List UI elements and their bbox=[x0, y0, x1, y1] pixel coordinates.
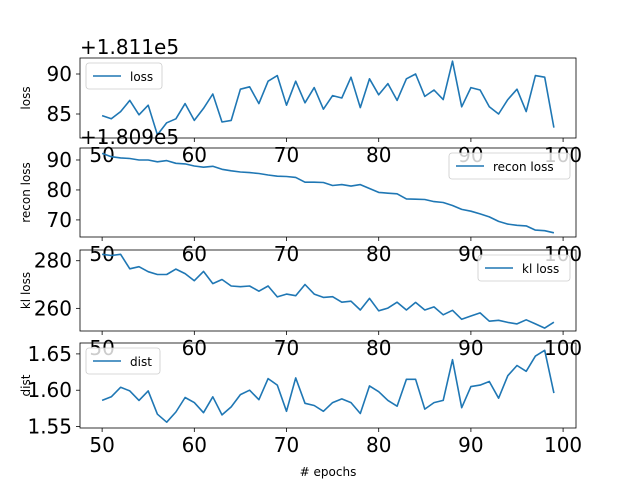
x-tick-label: 60 bbox=[182, 336, 207, 360]
y-tick-label: 1.65 bbox=[27, 342, 72, 366]
x-tick-label: 60 bbox=[182, 242, 207, 266]
y-tick-label: 70 bbox=[47, 208, 72, 232]
legend-label: dist bbox=[130, 355, 152, 369]
y-tick-label: 85 bbox=[47, 102, 72, 126]
legend-label: recon loss bbox=[493, 160, 554, 174]
legend-box bbox=[85, 347, 161, 375]
axes-frame bbox=[79, 342, 577, 429]
y-tick-label: 1.55 bbox=[27, 415, 72, 439]
legend-box bbox=[448, 152, 571, 180]
x-tick-label: 80 bbox=[366, 433, 391, 457]
offset-label: +1.811e5 bbox=[80, 35, 179, 59]
x-axis-label: # epochs bbox=[300, 465, 357, 479]
x-tick-label: 90 bbox=[458, 336, 483, 360]
subplot-4: 50 60 70 80 90 100 1.55 1.60 1.65 dist dist # epoch… bbox=[19, 342, 582, 479]
x-tick-label: 50 bbox=[89, 143, 114, 167]
series-line-dist bbox=[101, 349, 555, 424]
y-axis-label: dist bbox=[19, 374, 33, 396]
x-tick-label: 70 bbox=[274, 433, 299, 457]
y-tick-label: 260 bbox=[34, 296, 72, 320]
y-axis-label: recon loss bbox=[19, 162, 33, 223]
x-tick-label: 50 bbox=[89, 433, 114, 457]
series-line-kl-loss bbox=[101, 253, 555, 329]
x-tick-label: 80 bbox=[366, 242, 391, 266]
x-tick-label: 90 bbox=[458, 433, 483, 457]
axes-frame bbox=[79, 147, 577, 238]
y-axis-label: loss bbox=[19, 86, 33, 109]
x-tick-label: 100 bbox=[544, 433, 582, 457]
axes-frame bbox=[79, 57, 577, 139]
x-tick-label: 80 bbox=[366, 143, 391, 167]
series-line-loss bbox=[101, 60, 555, 136]
legend-box bbox=[85, 62, 163, 90]
x-tick-label: 50 bbox=[89, 242, 114, 266]
x-tick-label: 70 bbox=[274, 336, 299, 360]
x-tick-label: 100 bbox=[544, 336, 582, 360]
x-tick-label: 60 bbox=[182, 143, 207, 167]
axes-frame bbox=[79, 249, 577, 332]
y-axis-label: kl loss bbox=[19, 272, 33, 309]
offset-label: +1.809e5 bbox=[80, 125, 179, 149]
legend-label: kl loss bbox=[522, 262, 559, 276]
y-tick-label: 1.60 bbox=[27, 378, 72, 402]
legend-label: loss bbox=[130, 70, 153, 84]
y-tick-label: 80 bbox=[47, 178, 72, 202]
x-tick-label: 60 bbox=[182, 433, 207, 457]
y-tick-label: 90 bbox=[47, 148, 72, 172]
x-tick-label: 70 bbox=[274, 143, 299, 167]
x-tick-label: 70 bbox=[274, 242, 299, 266]
x-tick-label: 80 bbox=[366, 336, 391, 360]
y-tick-label: 90 bbox=[47, 62, 72, 86]
series-line-recon-loss bbox=[101, 152, 555, 234]
legend-box bbox=[477, 254, 571, 282]
y-tick-label: 280 bbox=[34, 249, 72, 273]
